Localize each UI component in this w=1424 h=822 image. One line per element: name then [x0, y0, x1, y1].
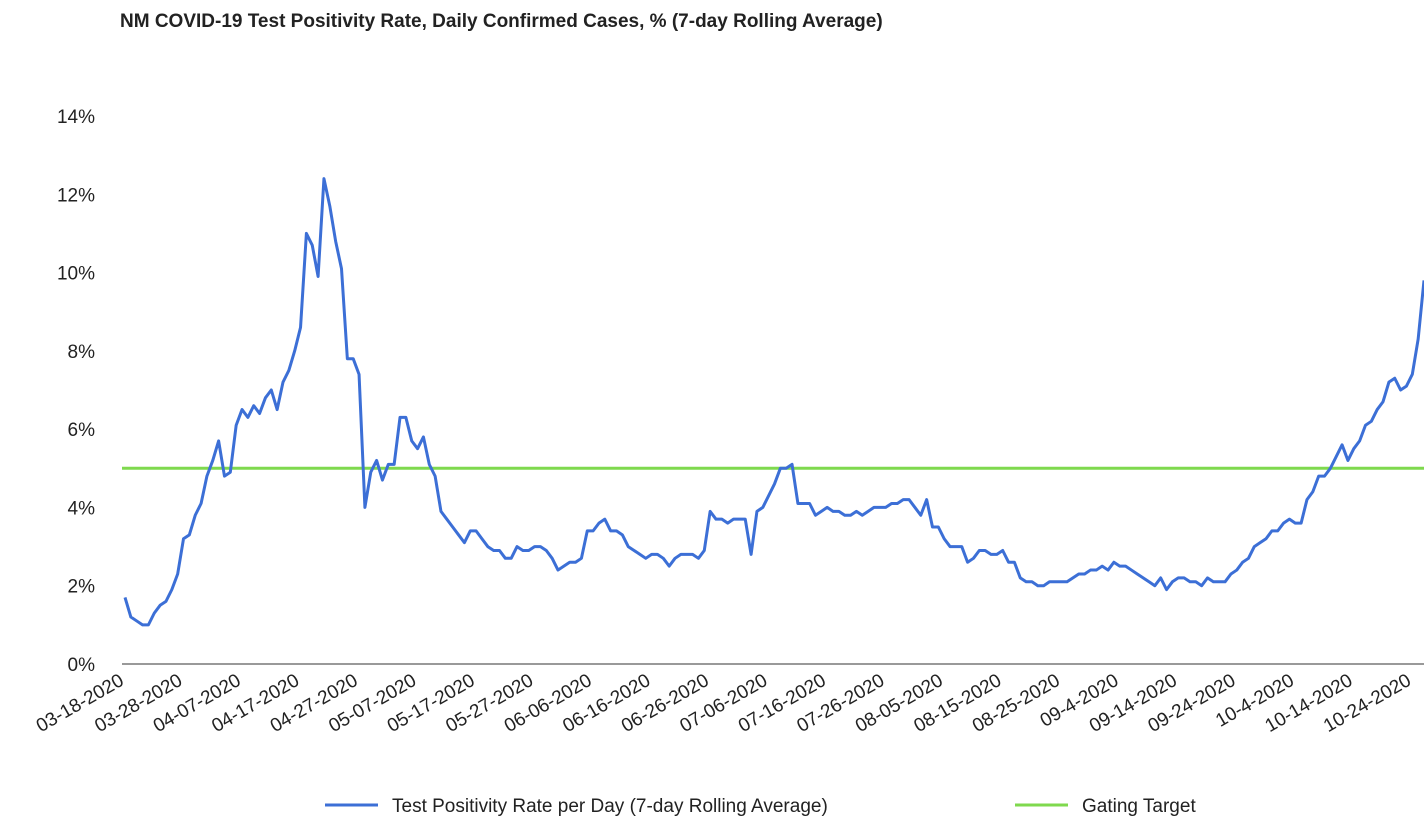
y-tick-label: 12%: [57, 185, 95, 206]
data-line: [123, 177, 1424, 627]
y-tick-label: 0%: [68, 655, 96, 676]
legend-label: Test Positivity Rate per Day (7-day Roll…: [392, 796, 828, 817]
legend-label: Gating Target: [1082, 796, 1196, 817]
y-tick-label: 2%: [68, 577, 96, 598]
chart-title: NM COVID-19 Test Positivity Rate, Daily …: [120, 11, 883, 32]
y-tick-label: 4%: [68, 498, 96, 519]
y-tick-label: 6%: [68, 420, 96, 441]
y-tick-label: 14%: [57, 107, 95, 128]
y-tick-label: 8%: [68, 342, 96, 363]
y-tick-label: 10%: [57, 264, 95, 285]
